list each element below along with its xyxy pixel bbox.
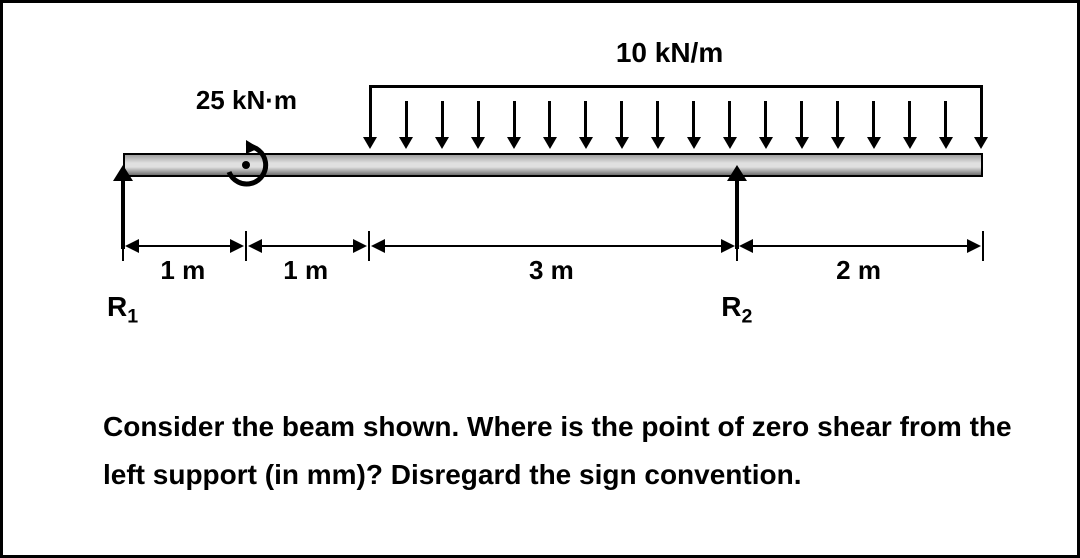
dim-label: 2 m — [836, 255, 881, 286]
load-arrow-icon — [764, 101, 767, 139]
load-arrow-icon — [369, 101, 372, 139]
dim-arrow-left-icon — [248, 239, 262, 253]
dim-label: 1 m — [283, 255, 328, 286]
question-text: Consider the beam shown. Where is the po… — [103, 403, 1037, 498]
load-arrow-icon — [620, 101, 623, 139]
support-label-R2: R2 — [721, 291, 752, 329]
load-arrow-icon — [548, 101, 551, 139]
dim-line — [250, 245, 365, 247]
support-label-R1: R1 — [107, 291, 138, 329]
dim-tick — [245, 231, 247, 261]
dim-tick — [982, 231, 984, 261]
distributed-load-top-bar — [369, 85, 983, 103]
load-arrow-icon — [728, 101, 731, 139]
load-arrow-icon — [692, 101, 695, 139]
dim-arrow-right-icon — [721, 239, 735, 253]
distributed-load-label: 10 kN/m — [616, 37, 723, 69]
dim-arrow-right-icon — [230, 239, 244, 253]
load-arrow-icon — [656, 101, 659, 139]
moment-icon — [219, 138, 273, 192]
load-arrow-icon — [477, 101, 480, 139]
load-arrow-icon — [980, 101, 983, 139]
load-arrow-icon — [800, 101, 803, 139]
dim-line — [373, 245, 734, 247]
dim-label: 3 m — [529, 255, 574, 286]
page: 10 kN/m 25 kN·m R1 R2 1 m 1 m 3 m 2 m Conside… — [0, 0, 1080, 558]
load-arrow-icon — [441, 101, 444, 139]
load-arrow-icon — [872, 101, 875, 139]
dim-label: 1 m — [160, 255, 205, 286]
load-arrow-icon — [944, 101, 947, 139]
dim-arrow-right-icon — [967, 239, 981, 253]
moment-label: 25 kN·m — [196, 85, 297, 116]
load-arrow-icon — [584, 101, 587, 139]
load-arrow-icon — [513, 101, 516, 139]
distributed-load — [369, 85, 983, 153]
beam-diagram: 10 kN/m 25 kN·m R1R21 m1 m3 m2 m — [123, 33, 983, 363]
dim-tick — [122, 231, 124, 261]
load-arrow-icon — [836, 101, 839, 139]
load-arrow-icon — [405, 101, 408, 139]
dim-arrow-right-icon — [353, 239, 367, 253]
dim-tick — [736, 231, 738, 261]
dim-tick — [368, 231, 370, 261]
load-arrow-icon — [908, 101, 911, 139]
dim-arrow-left-icon — [739, 239, 753, 253]
dim-line — [127, 245, 242, 247]
dim-arrow-left-icon — [371, 239, 385, 253]
dim-line — [741, 245, 979, 247]
dim-arrow-left-icon — [125, 239, 139, 253]
